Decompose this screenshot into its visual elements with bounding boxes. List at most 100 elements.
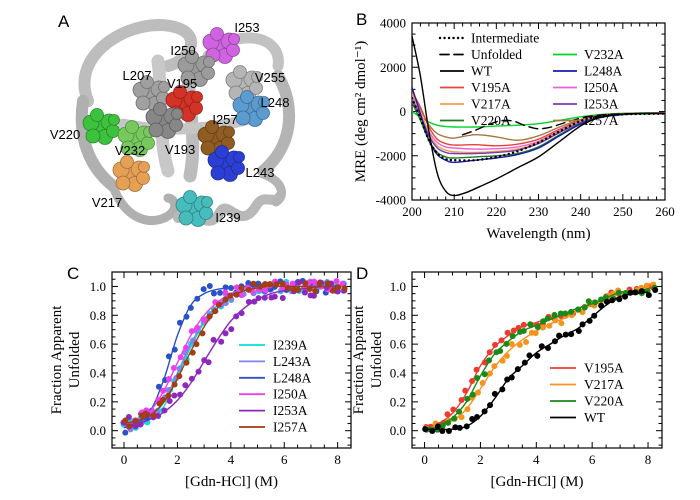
data-point bbox=[245, 286, 252, 293]
data-point bbox=[439, 422, 446, 429]
panel-c-letter: C bbox=[67, 264, 80, 283]
residue-sphere bbox=[223, 126, 235, 138]
data-point bbox=[341, 285, 348, 292]
data-point bbox=[556, 332, 563, 339]
data-point bbox=[474, 375, 481, 382]
data-point bbox=[616, 296, 623, 303]
data-point bbox=[227, 292, 234, 299]
data-point bbox=[439, 428, 446, 435]
series-line-i257a bbox=[412, 95, 665, 142]
data-point bbox=[324, 280, 331, 287]
data-point bbox=[499, 386, 506, 393]
data-point bbox=[218, 338, 225, 345]
residue-sphere bbox=[153, 102, 167, 116]
panel-b-letter: B bbox=[356, 10, 368, 29]
x-tick-label: 8 bbox=[334, 452, 341, 467]
residue-sphere bbox=[235, 110, 251, 126]
data-point bbox=[450, 406, 457, 413]
data-point bbox=[233, 313, 240, 320]
data-point bbox=[335, 284, 342, 291]
legend-label-v220a: V220A bbox=[471, 113, 511, 128]
data-point bbox=[206, 283, 213, 290]
residue-sphere bbox=[251, 71, 263, 83]
x-axis-label: [Gdn-HCl] (M) bbox=[185, 474, 278, 490]
data-point bbox=[201, 317, 208, 324]
data-point bbox=[627, 289, 634, 296]
series-layer bbox=[412, 36, 665, 197]
data-point bbox=[262, 280, 269, 287]
residue-label-v255: V255 bbox=[255, 70, 285, 85]
data-point bbox=[312, 288, 319, 295]
data-point bbox=[527, 321, 534, 328]
data-point bbox=[233, 291, 240, 298]
data-point bbox=[257, 283, 264, 290]
legend-label-l248a: L248A bbox=[273, 370, 311, 385]
residue-sphere bbox=[215, 145, 229, 159]
residue-cluster-l248 bbox=[232, 90, 270, 127]
x-tick-label: 2 bbox=[174, 452, 181, 467]
data-point bbox=[609, 297, 616, 304]
data-point bbox=[238, 310, 245, 317]
data-point bbox=[210, 290, 217, 297]
residue-sphere bbox=[233, 65, 247, 79]
data-point bbox=[310, 292, 317, 299]
residue-clusters bbox=[82, 27, 270, 227]
residue-cluster-v232 bbox=[117, 120, 155, 157]
data-point bbox=[452, 424, 459, 431]
data-point bbox=[183, 359, 190, 366]
x-tick-label: 8 bbox=[645, 452, 652, 467]
residue-cluster-i239 bbox=[175, 190, 213, 227]
data-point bbox=[498, 337, 505, 344]
data-point bbox=[170, 365, 177, 372]
data-point bbox=[217, 289, 224, 296]
data-point bbox=[479, 380, 486, 387]
residue-sphere bbox=[210, 165, 226, 181]
data-point bbox=[251, 298, 258, 305]
residue-sphere bbox=[115, 175, 131, 191]
data-point bbox=[652, 287, 659, 294]
data-point bbox=[261, 294, 268, 301]
residue-cluster-v220 bbox=[82, 108, 120, 145]
residue-label-l243: L243 bbox=[246, 165, 275, 180]
protein-ribbon-strand bbox=[258, 169, 287, 207]
data-point bbox=[194, 324, 201, 331]
x-tick-label: 4 bbox=[228, 452, 235, 467]
legend-label-i257a: I257A bbox=[584, 113, 619, 128]
data-point bbox=[238, 292, 245, 299]
data-point bbox=[486, 357, 493, 364]
data-point bbox=[473, 366, 480, 373]
y-tick-label: 0.4 bbox=[390, 365, 407, 380]
data-point bbox=[486, 370, 493, 377]
data-point bbox=[487, 402, 494, 409]
scatter-points-wt bbox=[422, 287, 659, 435]
residue-sphere bbox=[199, 206, 213, 220]
data-point bbox=[316, 280, 323, 287]
data-point bbox=[132, 418, 139, 425]
data-point bbox=[122, 429, 129, 436]
y-tick-label: 0 bbox=[400, 104, 407, 119]
residue-cluster-i253 bbox=[202, 27, 240, 64]
data-point bbox=[503, 340, 510, 347]
unfolding-chart-hydrophobic-core-1: 0 2 4 6 8 0.0 0.2 0.4 0.6 0.8 1.0 [Gdn-HCl] (M) Frac… bbox=[49, 271, 352, 490]
y-axis-label: MRE (deg cm² dmol⁻¹) bbox=[353, 41, 369, 182]
legend-label-v232a: V232A bbox=[584, 47, 624, 62]
x-tick-label: 6 bbox=[589, 452, 596, 467]
data-point bbox=[289, 280, 296, 287]
data-point bbox=[165, 392, 172, 399]
legend-label-l243a: L243A bbox=[273, 354, 311, 369]
residue-sphere bbox=[108, 114, 120, 126]
data-point bbox=[165, 353, 172, 360]
data-point bbox=[222, 284, 229, 291]
residue-sphere bbox=[185, 50, 199, 64]
legend-label-i250a: I250A bbox=[584, 80, 619, 95]
data-point bbox=[622, 293, 629, 300]
data-point bbox=[509, 333, 516, 340]
data-point bbox=[193, 341, 200, 348]
panel-a-letter: A bbox=[58, 12, 70, 31]
data-point bbox=[161, 407, 168, 414]
data-point bbox=[142, 410, 149, 417]
residue-label-l248: L248 bbox=[261, 95, 290, 110]
residue-sphere bbox=[226, 43, 240, 57]
data-point bbox=[499, 357, 506, 364]
